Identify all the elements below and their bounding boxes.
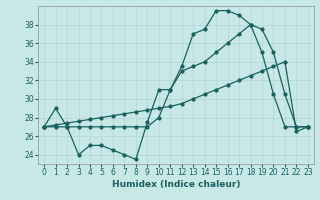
X-axis label: Humidex (Indice chaleur): Humidex (Indice chaleur)	[112, 180, 240, 189]
